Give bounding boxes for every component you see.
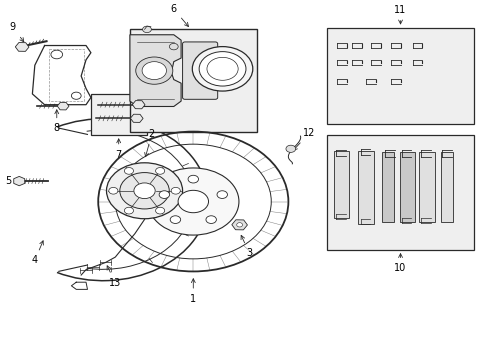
FancyBboxPatch shape bbox=[357, 150, 373, 224]
FancyBboxPatch shape bbox=[327, 28, 473, 125]
Text: 1: 1 bbox=[190, 279, 196, 304]
Circle shape bbox=[199, 51, 245, 86]
Circle shape bbox=[136, 57, 172, 84]
FancyBboxPatch shape bbox=[418, 152, 434, 222]
FancyBboxPatch shape bbox=[182, 42, 217, 99]
Circle shape bbox=[188, 175, 198, 183]
Circle shape bbox=[134, 183, 155, 199]
Circle shape bbox=[124, 207, 133, 214]
Circle shape bbox=[147, 168, 239, 235]
Circle shape bbox=[142, 26, 151, 33]
FancyBboxPatch shape bbox=[333, 150, 348, 219]
Circle shape bbox=[171, 188, 180, 194]
Text: 8: 8 bbox=[54, 110, 60, 133]
Text: 4: 4 bbox=[32, 241, 43, 265]
Text: 10: 10 bbox=[394, 254, 406, 273]
Circle shape bbox=[142, 62, 166, 80]
FancyBboxPatch shape bbox=[382, 152, 393, 222]
Text: 3: 3 bbox=[241, 235, 252, 258]
Text: 11: 11 bbox=[394, 5, 406, 24]
Circle shape bbox=[124, 167, 133, 174]
Circle shape bbox=[51, 50, 62, 59]
Text: 13: 13 bbox=[107, 266, 121, 288]
Text: 12: 12 bbox=[293, 128, 315, 150]
FancyBboxPatch shape bbox=[440, 152, 452, 222]
Circle shape bbox=[120, 172, 169, 209]
Circle shape bbox=[155, 167, 164, 174]
Circle shape bbox=[236, 223, 242, 227]
Polygon shape bbox=[130, 35, 181, 107]
Circle shape bbox=[108, 188, 118, 194]
Circle shape bbox=[285, 145, 295, 152]
FancyBboxPatch shape bbox=[130, 30, 256, 132]
Text: 6: 6 bbox=[170, 4, 188, 27]
Circle shape bbox=[170, 216, 180, 224]
Circle shape bbox=[71, 92, 81, 99]
Circle shape bbox=[217, 191, 227, 198]
Circle shape bbox=[155, 207, 164, 214]
FancyBboxPatch shape bbox=[91, 94, 147, 135]
Circle shape bbox=[106, 163, 182, 219]
Circle shape bbox=[205, 216, 216, 224]
Circle shape bbox=[192, 46, 252, 91]
FancyBboxPatch shape bbox=[327, 135, 473, 250]
Circle shape bbox=[169, 43, 178, 50]
Circle shape bbox=[159, 191, 169, 198]
Text: 2: 2 bbox=[144, 129, 155, 157]
Text: 5: 5 bbox=[5, 176, 18, 186]
FancyBboxPatch shape bbox=[399, 152, 414, 222]
Circle shape bbox=[178, 190, 208, 213]
Text: 7: 7 bbox=[115, 139, 122, 159]
Text: 9: 9 bbox=[10, 22, 24, 42]
